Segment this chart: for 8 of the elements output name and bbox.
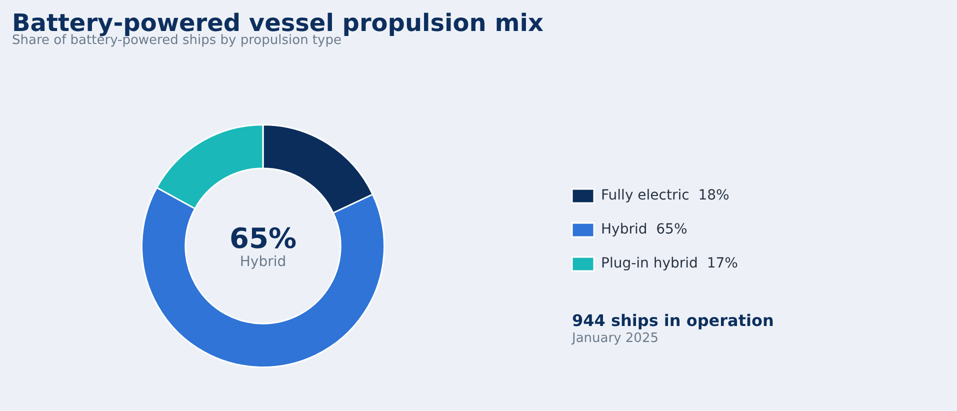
text: January 2025 [572, 331, 658, 346]
legend-label: Hybrid 65% [601, 222, 688, 238]
text: 944 ships in operation [572, 311, 774, 330]
legend-label: Plug-in hybrid 17% [601, 256, 738, 272]
text: 65% [229, 222, 297, 255]
legend-label: Fully electric 18% [601, 188, 730, 204]
text: Hybrid [240, 254, 286, 270]
chart-subtitle: Share of battery-powered ships by propulsion type [12, 33, 342, 48]
